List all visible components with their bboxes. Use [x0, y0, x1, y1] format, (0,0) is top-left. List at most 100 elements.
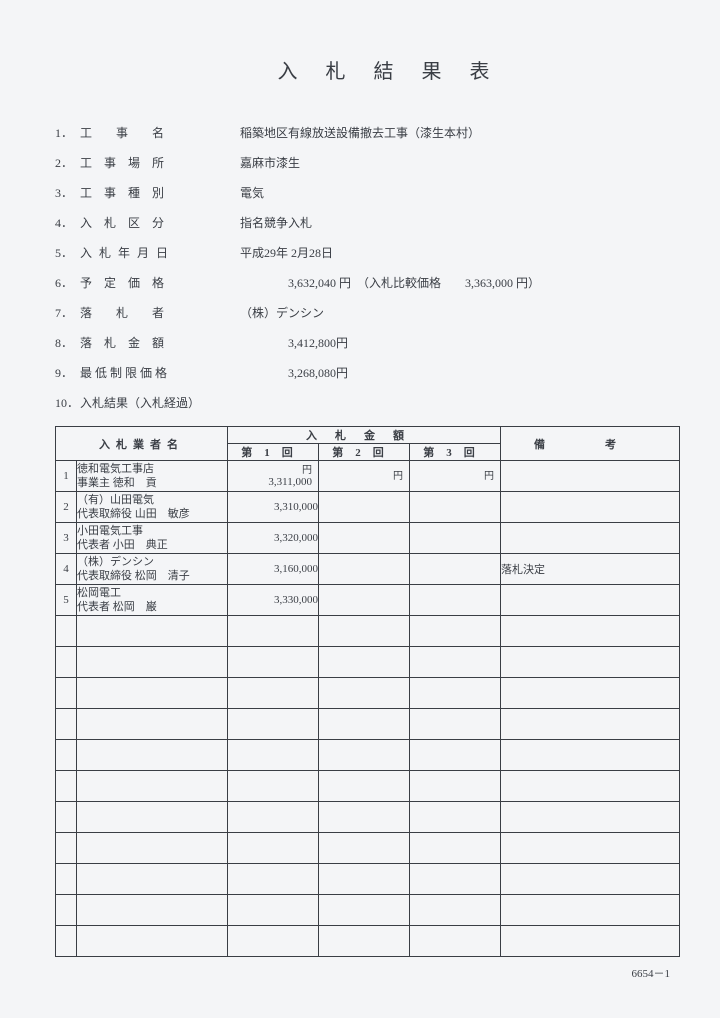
row-number: 2	[56, 492, 77, 523]
empty-cell	[56, 678, 77, 709]
empty-cell	[77, 864, 228, 895]
info-label: 入札年月日	[80, 244, 240, 261]
info-value: 平成29年 2月28日	[240, 244, 680, 261]
info-number: 2．	[55, 154, 80, 171]
table-row-empty	[56, 678, 680, 709]
info-row: 8．落札金額 3,412,800円	[55, 334, 680, 351]
footer-page-number: 6654－1	[55, 965, 680, 981]
info-list: 1．工事名稲築地区有線放送設備撤去工事（漆生本村） 2．工事場所嘉麻市漆生 3．工事…	[55, 124, 680, 411]
empty-cell	[228, 833, 319, 864]
amount-round1: 3,160,000	[228, 554, 319, 585]
amount-round2	[319, 492, 410, 523]
table-row-empty	[56, 895, 680, 926]
remark: 落札決定	[501, 554, 680, 585]
empty-cell	[56, 709, 77, 740]
empty-cell	[410, 740, 501, 771]
header-round2: 第2回	[319, 444, 410, 461]
table-row-empty	[56, 616, 680, 647]
info-value: 指名競争入札	[240, 214, 680, 231]
amount-round3	[410, 554, 501, 585]
page-title: 入札結果表	[115, 55, 680, 84]
bidder-name: （株）デンシン代表取締役 松岡 清子	[77, 554, 228, 585]
empty-cell	[410, 926, 501, 957]
amount-round1: 3,320,000	[228, 523, 319, 554]
table-row: 4（株）デンシン代表取締役 松岡 清子3,160,000 落札決定	[56, 554, 680, 585]
remark	[501, 523, 680, 554]
info-number: 1．	[55, 124, 80, 141]
empty-cell	[56, 616, 77, 647]
empty-cell	[410, 864, 501, 895]
amount-round1: 円3,311,000	[228, 461, 319, 492]
header-remark: 備考	[501, 427, 680, 461]
bidder-name: 松岡電工代表者 松岡 巌	[77, 585, 228, 616]
amount-round2	[319, 585, 410, 616]
empty-cell	[77, 647, 228, 678]
empty-cell	[56, 833, 77, 864]
empty-cell	[228, 864, 319, 895]
info-value: 3,268,080円	[240, 364, 680, 381]
empty-cell	[501, 771, 680, 802]
table-row-empty	[56, 926, 680, 957]
info-row: 4．入札区分指名競争入札	[55, 214, 680, 231]
info-label: 工事名	[80, 124, 240, 141]
info-row: 5．入札年月日平成29年 2月28日	[55, 244, 680, 261]
row-number: 1	[56, 461, 77, 492]
table-row-empty	[56, 740, 680, 771]
info-value: 嘉麻市漆生	[240, 154, 680, 171]
info-label: 予定価格	[80, 274, 240, 291]
empty-cell	[319, 833, 410, 864]
info-value: （株）デンシン	[240, 304, 680, 321]
info-label: 工事種別	[80, 184, 240, 201]
empty-cell	[319, 895, 410, 926]
table-row: 1徳和電気工事店事業主 徳和 貢円3,311,000円円	[56, 461, 680, 492]
empty-cell	[410, 833, 501, 864]
amount-round3	[410, 523, 501, 554]
empty-cell	[228, 802, 319, 833]
table-row: 5松岡電工代表者 松岡 巌3,330,000	[56, 585, 680, 616]
info-label: 落札者	[80, 304, 240, 321]
table-row-empty	[56, 833, 680, 864]
empty-cell	[501, 864, 680, 895]
table-row: 3小田電気工事代表者 小田 典正3,320,000	[56, 523, 680, 554]
empty-cell	[410, 647, 501, 678]
empty-cell	[228, 678, 319, 709]
remark	[501, 585, 680, 616]
empty-cell	[56, 771, 77, 802]
info-label: 工事場所	[80, 154, 240, 171]
amount-round2	[319, 523, 410, 554]
bidder-name: 小田電気工事代表者 小田 典正	[77, 523, 228, 554]
empty-cell	[319, 926, 410, 957]
header-round3: 第3回	[410, 444, 501, 461]
empty-cell	[410, 678, 501, 709]
header-bidder: 入札業者名	[56, 427, 228, 461]
empty-cell	[228, 616, 319, 647]
info-label: 入札区分	[80, 214, 240, 231]
empty-cell	[319, 647, 410, 678]
info-row: 9．最低制限価格 3,268,080円	[55, 364, 680, 381]
empty-cell	[410, 895, 501, 926]
bidder-name: （有）山田電気代表取締役 山田 敏彦	[77, 492, 228, 523]
empty-cell	[319, 616, 410, 647]
table-row-empty	[56, 709, 680, 740]
empty-cell	[319, 864, 410, 895]
empty-cell	[77, 802, 228, 833]
empty-cell	[410, 616, 501, 647]
empty-cell	[77, 709, 228, 740]
info-number: 9．	[55, 364, 80, 381]
info-value: 稲築地区有線放送設備撤去工事（漆生本村）	[240, 124, 680, 141]
empty-cell	[228, 647, 319, 678]
empty-cell	[410, 802, 501, 833]
amount-round3	[410, 585, 501, 616]
row-number: 5	[56, 585, 77, 616]
info-number: 3．	[55, 184, 80, 201]
info-value: 3,632,040 円 （入札比較価格 3,363,000 円）	[240, 274, 680, 291]
empty-cell	[228, 709, 319, 740]
empty-cell	[228, 895, 319, 926]
info-number: 6．	[55, 274, 80, 291]
row-number: 4	[56, 554, 77, 585]
empty-cell	[501, 647, 680, 678]
remark	[501, 492, 680, 523]
empty-cell	[77, 771, 228, 802]
empty-cell	[501, 926, 680, 957]
empty-cell	[319, 740, 410, 771]
